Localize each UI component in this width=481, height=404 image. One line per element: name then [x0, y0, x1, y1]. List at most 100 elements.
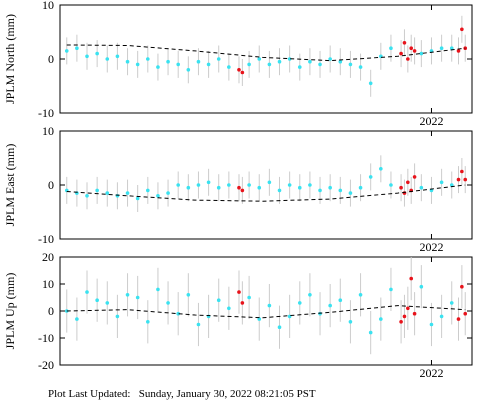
data-point	[227, 183, 231, 187]
data-point	[105, 57, 110, 61]
data-point	[463, 311, 468, 316]
data-point	[328, 57, 332, 61]
data-point	[449, 183, 454, 187]
plot-frame	[59, 256, 473, 366]
data-point	[267, 180, 272, 185]
data-point	[196, 59, 201, 64]
data-point	[206, 62, 211, 67]
data-point	[460, 169, 464, 174]
y-tick-label: 10	[42, 0, 54, 12]
data-point	[419, 51, 424, 56]
data-point	[125, 191, 130, 195]
data-point	[406, 306, 410, 311]
data-point	[247, 295, 251, 300]
data-point	[399, 185, 403, 190]
data-point	[368, 330, 373, 335]
y-axis-label: JPLM Up (mm)	[3, 273, 17, 350]
data-point	[277, 325, 282, 330]
data-point	[409, 276, 414, 281]
data-point	[115, 314, 120, 319]
data-point	[409, 46, 414, 50]
data-point	[439, 180, 444, 185]
data-point	[297, 65, 302, 69]
data-point	[348, 320, 353, 324]
data-point	[240, 188, 245, 193]
data-point	[146, 320, 150, 324]
data-point	[318, 188, 322, 193]
data-point	[176, 183, 180, 187]
data-point	[460, 27, 464, 32]
data-point	[399, 51, 403, 56]
data-point	[95, 51, 99, 56]
data-point	[358, 65, 363, 69]
data-point	[429, 322, 434, 327]
data-point	[338, 298, 343, 303]
data-point	[389, 287, 393, 292]
data-point	[449, 46, 454, 50]
data-point	[439, 46, 444, 50]
y-tick-label: -20	[38, 358, 54, 372]
y-axis-label: JPLM North (mm)	[3, 14, 17, 104]
data-point	[196, 322, 201, 327]
data-point	[237, 68, 241, 72]
plot-frame	[59, 4, 473, 114]
data-point	[379, 167, 383, 171]
data-point	[135, 62, 140, 67]
data-point	[277, 59, 282, 64]
data-point	[328, 303, 332, 308]
data-point	[216, 57, 221, 61]
data-point	[287, 57, 292, 61]
y-tick-label: -10	[38, 331, 54, 345]
data-point	[402, 314, 407, 319]
data-point	[406, 180, 410, 185]
data-point	[412, 311, 417, 316]
data-point	[318, 62, 322, 67]
trend-line	[66, 184, 466, 202]
data-point	[186, 185, 191, 190]
data-point	[186, 293, 191, 297]
data-point	[196, 183, 201, 187]
data-point	[166, 191, 170, 195]
data-point	[449, 301, 454, 305]
data-point	[389, 183, 393, 187]
data-point	[105, 191, 110, 195]
data-point	[358, 293, 363, 297]
data-point	[105, 301, 110, 305]
data-point	[156, 194, 160, 198]
data-point	[247, 183, 251, 187]
y-tick-label: 0	[48, 52, 54, 66]
y-tick-label: 10	[42, 277, 54, 291]
data-point	[135, 196, 140, 201]
data-point	[206, 180, 211, 185]
plot-frame	[59, 130, 473, 240]
data-point	[257, 317, 262, 321]
data-point	[338, 188, 343, 193]
chart: -10 0 10 2022 JPLM North (mm) -10 0 10 2022 JPLM …	[3, 0, 473, 380]
data-point	[348, 191, 353, 195]
y-axis-label: JPLM East (mm)	[3, 144, 17, 227]
data-point	[240, 70, 245, 75]
data-point	[237, 185, 241, 190]
data-point	[125, 293, 130, 297]
data-point	[146, 188, 150, 193]
data-point	[125, 59, 130, 64]
data-point	[328, 185, 332, 190]
y-tick-label: -10	[38, 106, 54, 120]
data-point	[406, 57, 410, 61]
x-tick-label: 2022	[419, 366, 443, 380]
data-point	[402, 41, 407, 45]
data-point	[439, 314, 444, 319]
data-point	[308, 183, 312, 187]
footer: Plot Last Updated: Sunday, January 30, 2…	[48, 388, 316, 400]
data-point	[85, 290, 89, 294]
data-point	[287, 183, 292, 187]
data-point	[95, 188, 99, 193]
data-point	[419, 185, 424, 190]
data-point	[75, 317, 79, 321]
data-point	[463, 177, 468, 182]
data-point	[399, 320, 403, 324]
data-point	[156, 65, 160, 69]
y-tick-label: 0	[48, 304, 54, 318]
y-tick-label: 10	[42, 124, 54, 138]
data-point	[456, 49, 461, 53]
